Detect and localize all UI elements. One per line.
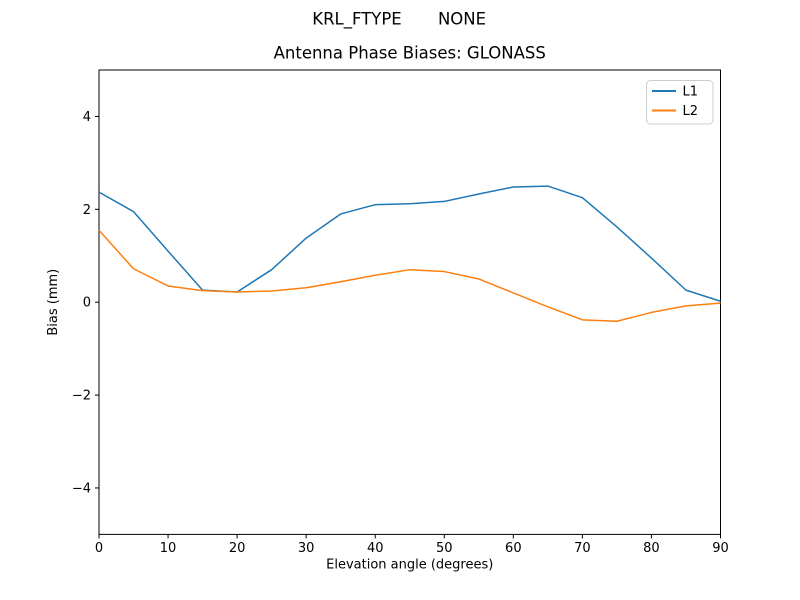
figure-suptitle-left: KRL_FTYPE bbox=[312, 10, 401, 30]
series-line-L2 bbox=[98, 229, 721, 322]
legend-label-L1: L1 bbox=[683, 85, 699, 100]
y-tick-label: 4 bbox=[83, 110, 91, 125]
x-tick-label: 80 bbox=[643, 541, 660, 556]
x-axis-label: Elevation angle (degrees) bbox=[326, 558, 493, 573]
x-tick-label: 30 bbox=[298, 541, 315, 556]
y-tick-label: −4 bbox=[72, 481, 91, 496]
legend-label-L2: L2 bbox=[683, 104, 699, 119]
y-axis-label: Bias (mm) bbox=[46, 269, 61, 336]
plot-border bbox=[98, 69, 721, 535]
x-tick-label: 40 bbox=[367, 541, 384, 556]
data-series bbox=[98, 185, 721, 322]
y-tick-label: 0 bbox=[83, 296, 91, 311]
x-tick-label: 60 bbox=[505, 541, 522, 556]
figure-suptitle-right: NONE bbox=[438, 10, 486, 29]
x-tick-label: 90 bbox=[712, 541, 729, 556]
y-tick-label: 2 bbox=[83, 203, 91, 218]
x-tick-label: 20 bbox=[229, 541, 246, 556]
plot-area bbox=[98, 69, 721, 535]
axis-ticks: 0 10 20 30 40 50 60 70 80 90 −4 −2 0 2 4 bbox=[72, 110, 729, 556]
x-tick-label: 0 bbox=[95, 541, 103, 556]
legend-box bbox=[646, 80, 714, 125]
x-tick-label: 70 bbox=[574, 541, 591, 556]
y-tick-label: −2 bbox=[72, 389, 91, 404]
x-tick-label: 50 bbox=[436, 541, 453, 556]
x-tick-label: 10 bbox=[160, 541, 177, 556]
series-line-L1 bbox=[98, 185, 721, 302]
chart-title: Antenna Phase Biases: GLONASS bbox=[274, 44, 546, 63]
